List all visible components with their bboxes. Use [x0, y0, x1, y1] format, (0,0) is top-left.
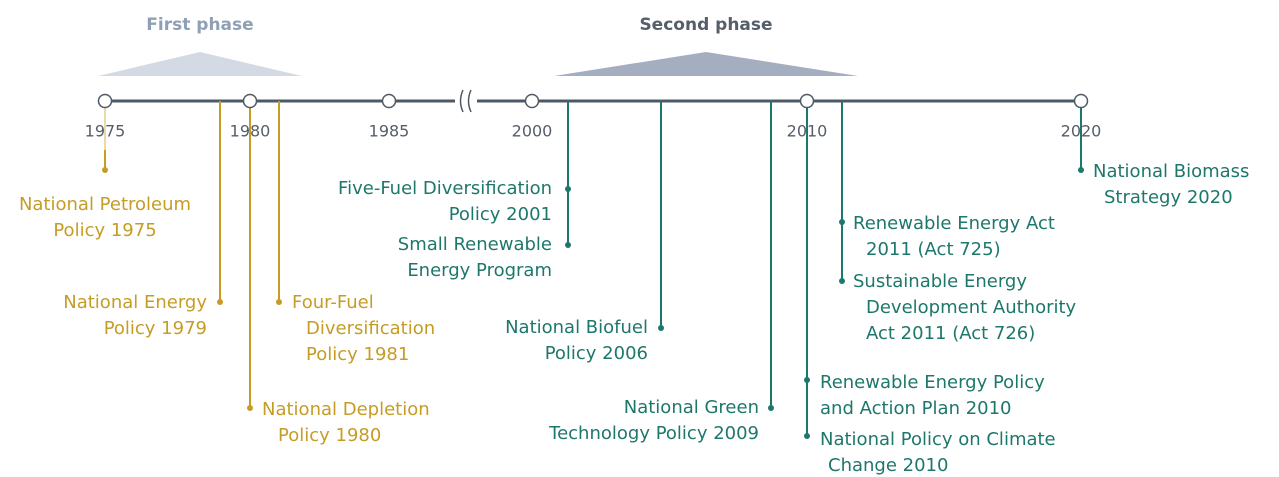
event-label-line: Policy 2001: [449, 204, 552, 225]
year-node: [381, 93, 397, 109]
phase-triangle: [554, 52, 858, 76]
event-label-line: National Biofuel: [505, 317, 648, 338]
event-label: Small Renewable Energy Program: [398, 234, 552, 281]
event-label: Five-Fuel Diversification Policy 2001: [338, 178, 552, 225]
event-label-line: Sustainable Energy: [853, 271, 1027, 292]
year-label: 2020: [1061, 122, 1102, 141]
year-label: 2000: [512, 122, 553, 141]
event-dot: [658, 325, 664, 331]
event-dot: [102, 167, 108, 173]
axis-break-gap: [455, 92, 477, 110]
event-label-line: Act 2011 (Act 726): [866, 323, 1035, 344]
year-node: [524, 93, 540, 109]
event-dot: [247, 405, 253, 411]
year-node: [97, 93, 113, 109]
phase-label: Second phase: [639, 15, 772, 35]
year-node: [799, 93, 815, 109]
year-node: [1073, 93, 1089, 109]
event-label-line: Four-Fuel: [292, 292, 374, 313]
event-label-line: Energy Program: [407, 260, 552, 281]
event-label-line: Policy 1981: [306, 344, 409, 365]
event-dot: [804, 433, 810, 439]
event-label: Renewable Energy Policy and Action Plan 2…: [820, 372, 1045, 419]
event-label-line: National Energy: [63, 292, 207, 313]
event-label: Sustainable Energy Development Authority A…: [853, 271, 1077, 344]
event-dot: [565, 242, 571, 248]
phase-triangle: [98, 52, 302, 76]
event-label-line: Renewable Energy Policy: [820, 372, 1045, 393]
event-label-line: National Green: [624, 397, 759, 418]
event-label-line: Strategy 2020: [1104, 187, 1233, 208]
event-label-line: Five-Fuel Diversification: [338, 178, 552, 199]
event-label-line: Policy 1975: [53, 220, 156, 241]
event-label-line: Small Renewable: [398, 234, 552, 255]
year-label: 1980: [230, 122, 271, 141]
event-label-line: and Action Plan 2010: [820, 398, 1012, 419]
event-dot: [276, 299, 282, 305]
event-label-line: Policy 1980: [278, 425, 381, 446]
event-label-line: National Depletion: [262, 399, 430, 420]
event-label-line: Development Authority: [866, 297, 1077, 318]
event-label: Four-Fuel Diversification Policy 1981: [292, 292, 435, 365]
event-label: National Green Technology Policy 2009: [548, 397, 759, 444]
event-dot: [1078, 167, 1084, 173]
year-label: 1975: [85, 122, 126, 141]
axis-break: [459, 89, 472, 113]
event-label-line: 2011 (Act 725): [866, 239, 1001, 260]
event-label-line: Renewable Energy Act: [853, 213, 1055, 234]
event-label-line: Change 2010: [828, 455, 948, 476]
year-node: [242, 93, 258, 109]
event-label-line: National Policy on Climate: [820, 429, 1056, 450]
event-label-line: Diversification: [306, 318, 435, 339]
event-label: National Policy on Climate Change 2010: [820, 429, 1056, 476]
phase-label: First phase: [146, 15, 253, 35]
event-dot: [768, 405, 774, 411]
event-label: National Energy Policy 1979: [63, 292, 207, 339]
event-dot: [839, 278, 845, 284]
event-label: National Biofuel Policy 2006: [505, 317, 648, 364]
event-label-line: Technology Policy 2009: [548, 423, 759, 444]
event-label-line: Policy 2006: [545, 343, 648, 364]
event-label-line: National Petroleum: [19, 194, 191, 215]
year-label: 1985: [369, 122, 410, 141]
event-label: National Depletion Policy 1980: [262, 399, 430, 446]
event-label-line: Policy 1979: [104, 318, 207, 339]
year-label: 2010: [787, 122, 828, 141]
event-label-line: National Biomass: [1093, 161, 1249, 182]
event-label: Renewable Energy Act 2011 (Act 725): [853, 213, 1055, 260]
event-label: National Petroleum Policy 1975: [19, 194, 191, 241]
event-label: National Biomass Strategy 2020: [1093, 161, 1249, 208]
event-dot: [217, 299, 223, 305]
